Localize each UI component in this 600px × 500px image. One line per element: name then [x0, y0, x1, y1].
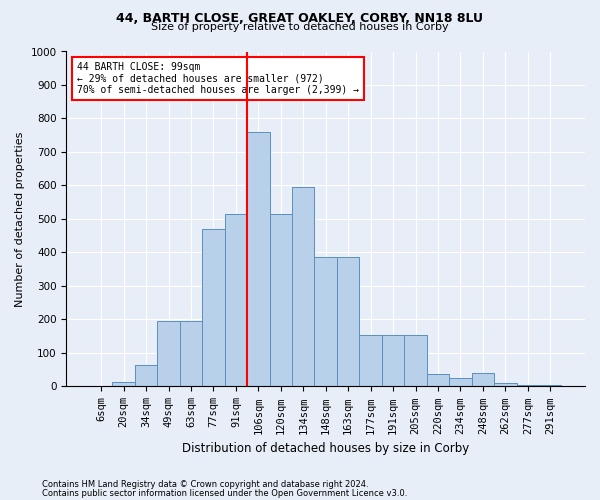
Bar — [404, 334, 427, 386]
Text: 44, BARTH CLOSE, GREAT OAKLEY, CORBY, NN18 8LU: 44, BARTH CLOSE, GREAT OAKLEY, CORBY, NN… — [116, 12, 484, 26]
Bar — [517, 385, 539, 386]
Bar — [382, 334, 404, 386]
X-axis label: Distribution of detached houses by size in Corby: Distribution of detached houses by size … — [182, 442, 469, 455]
Bar — [247, 132, 269, 386]
Bar — [494, 383, 517, 386]
Bar — [157, 321, 180, 386]
Bar — [337, 258, 359, 386]
Bar — [449, 378, 472, 386]
Bar — [292, 187, 314, 386]
Bar — [359, 334, 382, 386]
Y-axis label: Number of detached properties: Number of detached properties — [15, 132, 25, 306]
Bar — [224, 214, 247, 386]
Bar — [112, 382, 135, 386]
Text: Contains public sector information licensed under the Open Government Licence v3: Contains public sector information licen… — [42, 488, 407, 498]
Text: Size of property relative to detached houses in Corby: Size of property relative to detached ho… — [151, 22, 449, 32]
Bar — [472, 373, 494, 386]
Text: Contains HM Land Registry data © Crown copyright and database right 2024.: Contains HM Land Registry data © Crown c… — [42, 480, 368, 489]
Bar — [135, 364, 157, 386]
Bar — [427, 374, 449, 386]
Bar — [314, 258, 337, 386]
Bar — [202, 229, 224, 386]
Text: 44 BARTH CLOSE: 99sqm
← 29% of detached houses are smaller (972)
70% of semi-det: 44 BARTH CLOSE: 99sqm ← 29% of detached … — [77, 62, 359, 94]
Bar — [180, 321, 202, 386]
Bar — [269, 214, 292, 386]
